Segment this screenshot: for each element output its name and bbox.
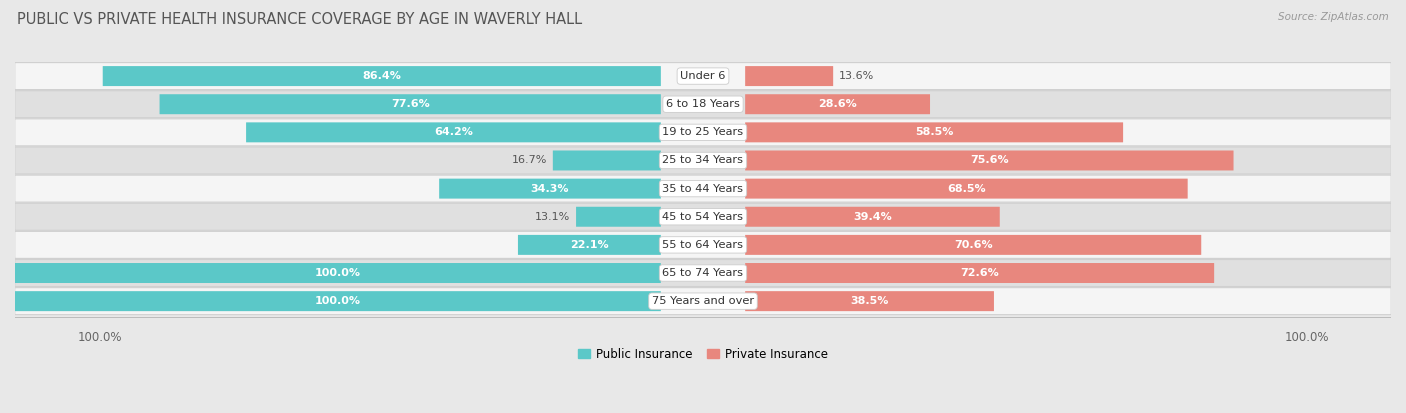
FancyBboxPatch shape (14, 175, 1392, 202)
FancyBboxPatch shape (745, 122, 1123, 142)
Text: 75 Years and over: 75 Years and over (652, 296, 754, 306)
Legend: Public Insurance, Private Insurance: Public Insurance, Private Insurance (574, 343, 832, 366)
Text: 45 to 54 Years: 45 to 54 Years (662, 212, 744, 222)
FancyBboxPatch shape (553, 150, 661, 171)
FancyBboxPatch shape (15, 263, 661, 283)
Text: 38.5%: 38.5% (851, 296, 889, 306)
Text: 58.5%: 58.5% (915, 127, 953, 138)
Text: 68.5%: 68.5% (948, 184, 986, 194)
FancyBboxPatch shape (103, 66, 661, 86)
Text: 16.7%: 16.7% (512, 155, 547, 166)
FancyBboxPatch shape (745, 235, 1201, 255)
Text: 22.1%: 22.1% (569, 240, 609, 250)
Text: 65 to 74 Years: 65 to 74 Years (662, 268, 744, 278)
FancyBboxPatch shape (14, 231, 1392, 259)
FancyBboxPatch shape (14, 203, 1392, 230)
FancyBboxPatch shape (14, 91, 1392, 118)
Text: 34.3%: 34.3% (530, 184, 569, 194)
Text: 25 to 34 Years: 25 to 34 Years (662, 155, 744, 166)
Text: 72.6%: 72.6% (960, 268, 1000, 278)
FancyBboxPatch shape (14, 119, 1392, 146)
Text: 86.4%: 86.4% (363, 71, 401, 81)
Text: Source: ZipAtlas.com: Source: ZipAtlas.com (1278, 12, 1389, 22)
FancyBboxPatch shape (576, 207, 661, 227)
FancyBboxPatch shape (745, 150, 1233, 171)
Text: 6 to 18 Years: 6 to 18 Years (666, 99, 740, 109)
FancyBboxPatch shape (517, 235, 661, 255)
FancyBboxPatch shape (745, 66, 834, 86)
FancyBboxPatch shape (14, 63, 1392, 90)
Text: 100.0%: 100.0% (315, 268, 361, 278)
FancyBboxPatch shape (15, 291, 661, 311)
Text: 13.1%: 13.1% (534, 212, 569, 222)
FancyBboxPatch shape (246, 122, 661, 142)
Text: 39.4%: 39.4% (853, 212, 891, 222)
Text: 55 to 64 Years: 55 to 64 Years (662, 240, 744, 250)
Text: 28.6%: 28.6% (818, 99, 858, 109)
FancyBboxPatch shape (14, 259, 1392, 287)
FancyBboxPatch shape (745, 179, 1188, 199)
FancyBboxPatch shape (745, 207, 1000, 227)
Text: 77.6%: 77.6% (391, 99, 430, 109)
FancyBboxPatch shape (14, 147, 1392, 174)
FancyBboxPatch shape (14, 287, 1392, 315)
FancyBboxPatch shape (745, 291, 994, 311)
Text: Under 6: Under 6 (681, 71, 725, 81)
Text: 35 to 44 Years: 35 to 44 Years (662, 184, 744, 194)
FancyBboxPatch shape (159, 94, 661, 114)
Text: 70.6%: 70.6% (953, 240, 993, 250)
Text: 13.6%: 13.6% (839, 71, 875, 81)
FancyBboxPatch shape (439, 179, 661, 199)
Text: 64.2%: 64.2% (434, 127, 472, 138)
Text: PUBLIC VS PRIVATE HEALTH INSURANCE COVERAGE BY AGE IN WAVERLY HALL: PUBLIC VS PRIVATE HEALTH INSURANCE COVER… (17, 12, 582, 27)
Text: 19 to 25 Years: 19 to 25 Years (662, 127, 744, 138)
Text: 75.6%: 75.6% (970, 155, 1008, 166)
Text: 100.0%: 100.0% (315, 296, 361, 306)
FancyBboxPatch shape (745, 263, 1215, 283)
FancyBboxPatch shape (745, 94, 929, 114)
